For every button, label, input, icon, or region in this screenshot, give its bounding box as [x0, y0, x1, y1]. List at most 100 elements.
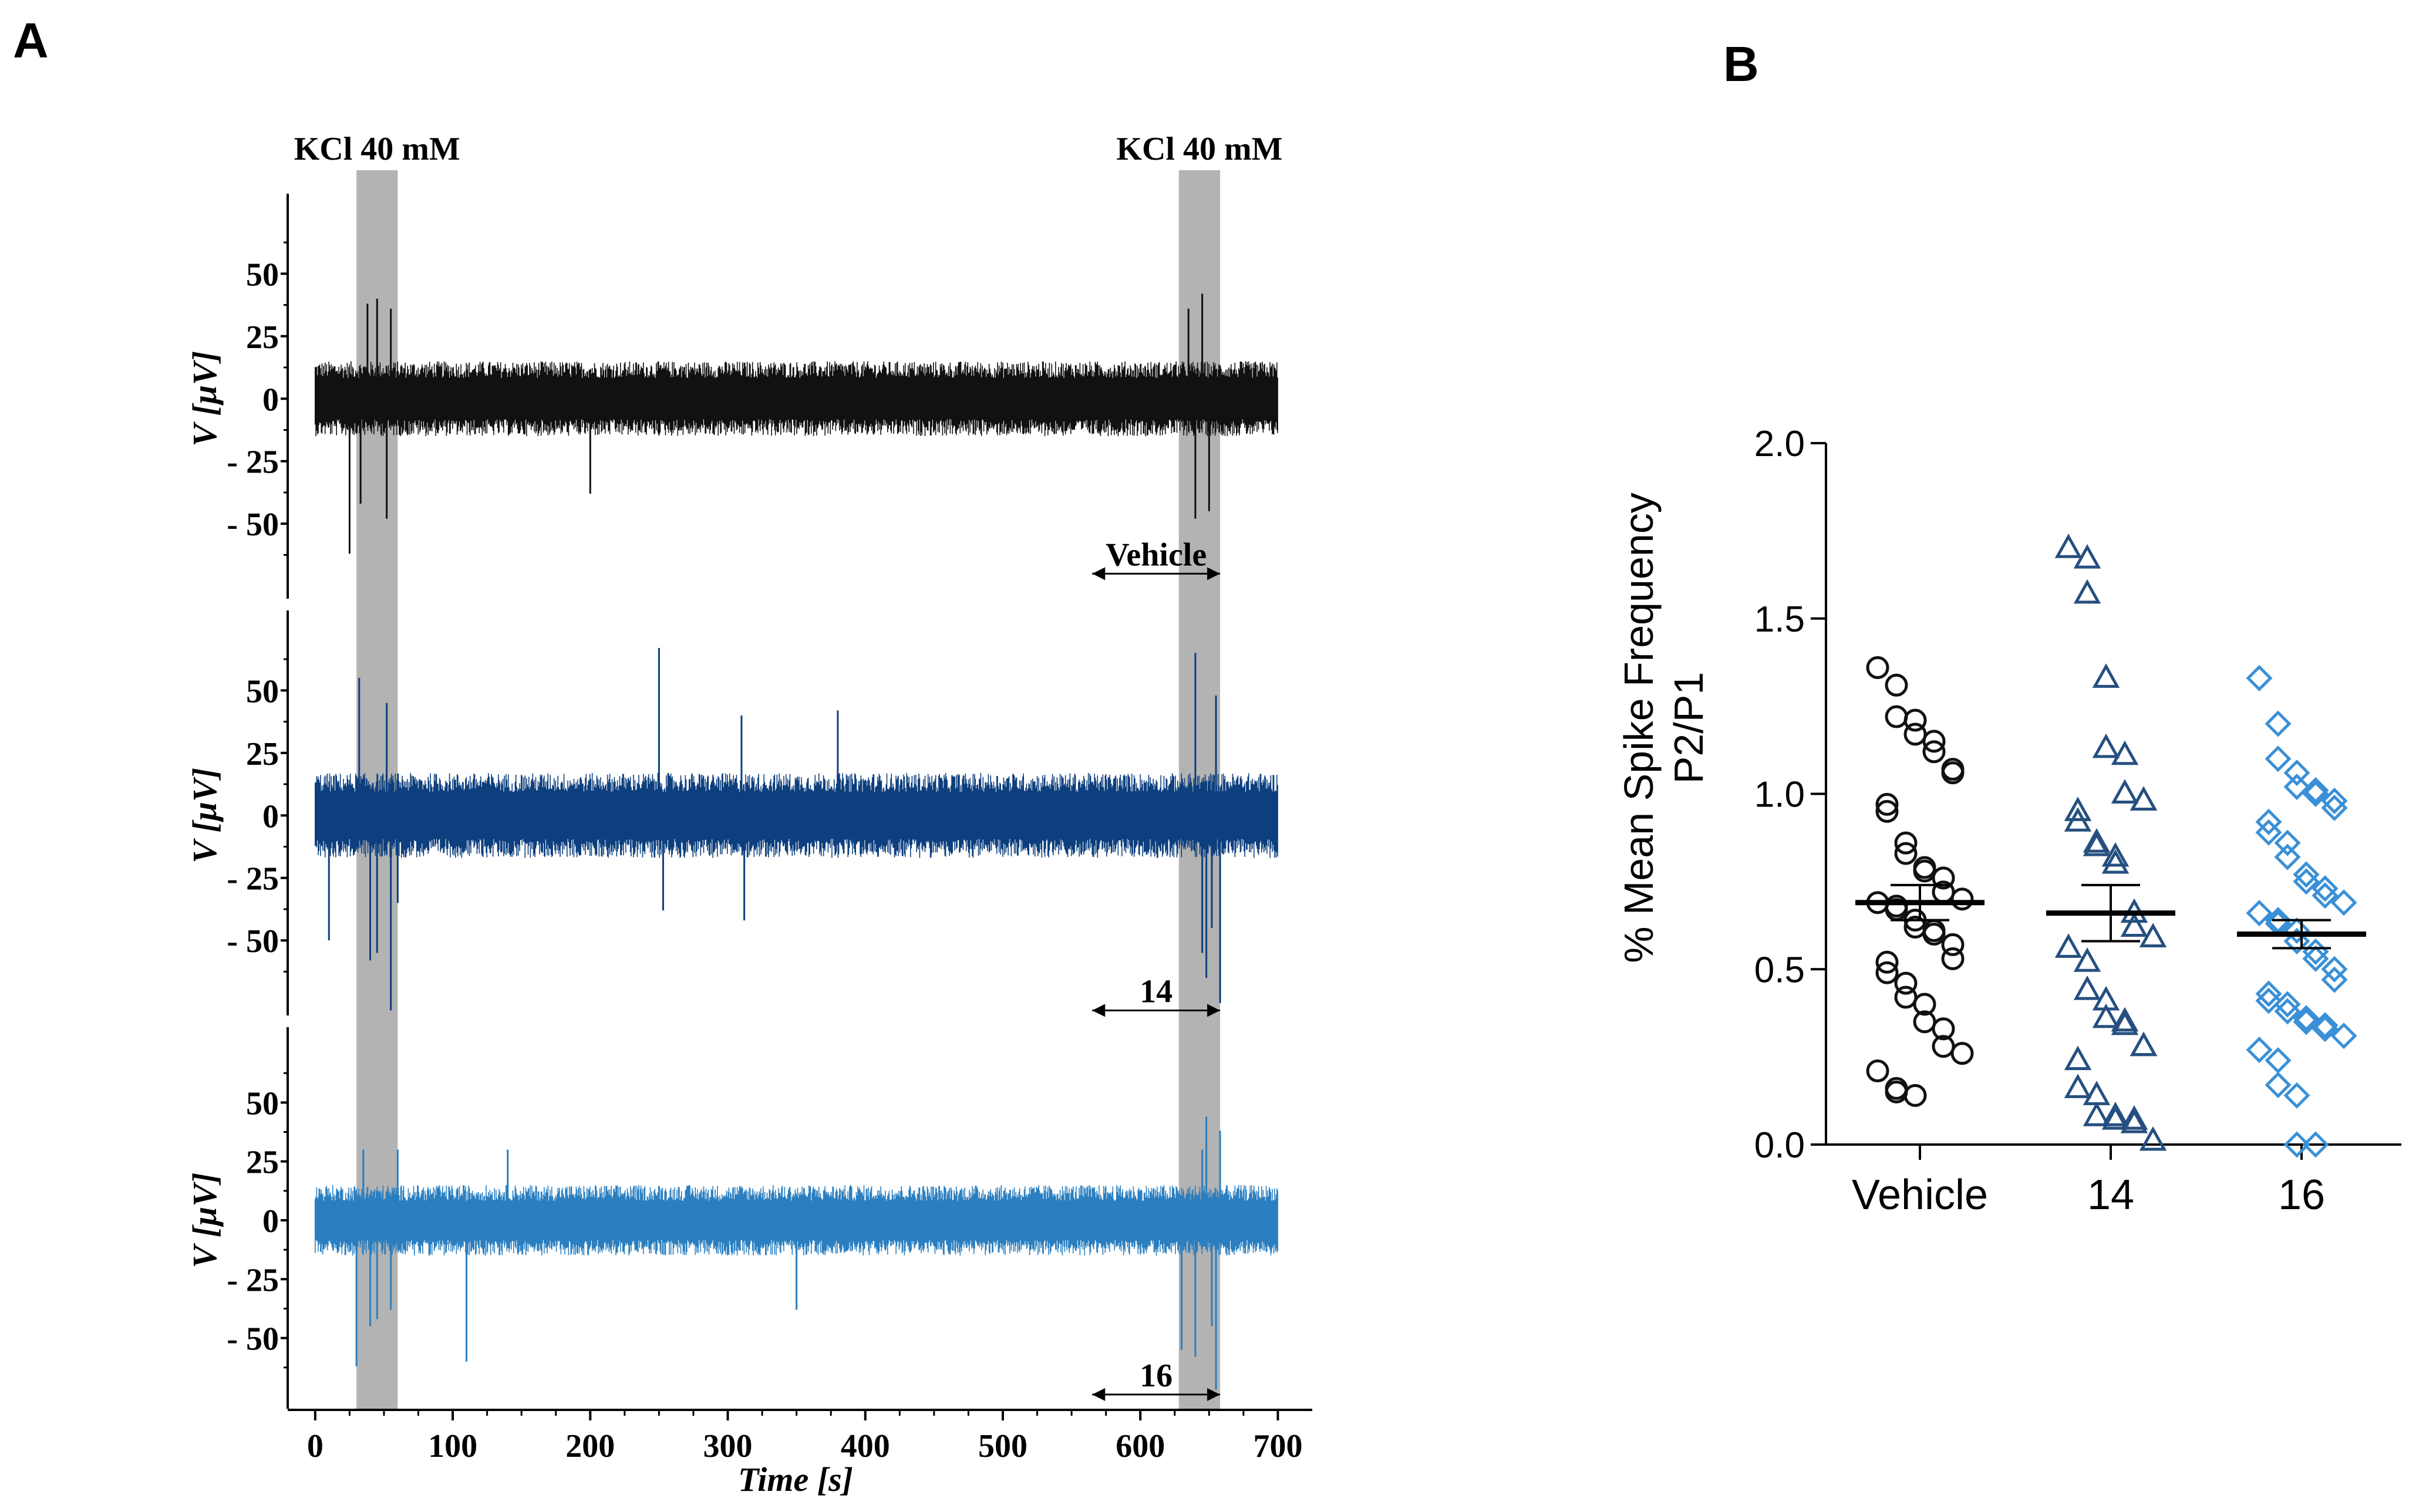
panel-b-y-tick-label: 2.0 [1754, 424, 1805, 464]
data-point-circle [1922, 730, 1946, 753]
kcl-label-second: KCl 40 mM [1116, 131, 1282, 167]
data-point-circle [1941, 761, 1965, 785]
data-point-triangle [2101, 1102, 2130, 1126]
data-point-circle [1941, 947, 1965, 970]
y-axis-label-compound-14: V [µV] [186, 768, 224, 863]
panel-b-y-tick-label: 0.5 [1754, 950, 1805, 990]
data-point-circle [1932, 866, 1955, 890]
data-point-diamond [2302, 1131, 2329, 1158]
data-point-circle [1903, 1084, 1927, 1107]
panel-a-recordings: KCl 40 mM KCl 40 mM 50 25 0 - 25 - 50 V [µV] V… [186, 131, 1312, 1499]
data-point-circle [1885, 705, 1908, 728]
y-tick-label: - 50 [227, 923, 279, 960]
group-14 [2046, 534, 2175, 1151]
time-tick-label-400: 400 [841, 1428, 890, 1464]
arrowhead-left [1092, 567, 1106, 580]
data-point-triangle [2083, 828, 2111, 853]
panel-a-label: A [13, 13, 49, 68]
data-point-diamond [2265, 710, 2292, 737]
data-point-diamond [2265, 1071, 2292, 1098]
panel-b-label: B [1723, 36, 1759, 92]
panel-b-y-tick-label: 1.5 [1754, 599, 1805, 640]
data-point-diamond [2330, 1022, 2357, 1049]
data-point-diamond [2302, 938, 2329, 965]
data-point-diamond [2302, 777, 2329, 804]
data-point-circle [1950, 887, 1974, 911]
data-point-diamond [2283, 774, 2310, 801]
data-point-circle [1932, 1017, 1955, 1041]
y-tick-label: 50 [246, 673, 279, 710]
data-point-triangle [2111, 1007, 2139, 1032]
arrowhead-left [1092, 1388, 1106, 1401]
data-point-diamond [2321, 966, 2348, 993]
y-tick-label: - 50 [227, 1321, 279, 1358]
y-tick-label: 0 [262, 1203, 279, 1240]
data-point-diamond [2321, 787, 2348, 814]
treatment-label-vehicle: Vehicle [1106, 536, 1207, 573]
data-point-circle [1866, 656, 1889, 679]
data-point-diamond [2302, 945, 2329, 972]
data-point-triangle [2139, 1126, 2167, 1151]
data-point-circle [1875, 961, 1899, 984]
data-point-circle [1894, 971, 1918, 995]
y-axis-label-compound-16: V [µV] [186, 1173, 224, 1268]
data-point-triangle [2130, 786, 2158, 811]
data-point-circle [1903, 723, 1927, 746]
y-tick-label: 50 [246, 256, 279, 293]
data-point-triangle [2092, 663, 2120, 688]
data-point-triangle [2073, 947, 2101, 972]
data-point-triangle [2120, 1105, 2148, 1130]
data-point-triangle [2111, 1010, 2139, 1035]
data-point-diamond [2312, 875, 2339, 902]
data-point-triangle [2111, 740, 2139, 765]
panel-b-y-tick-label: 0.0 [1754, 1125, 1805, 1166]
data-point-circle [1875, 792, 1899, 816]
time-tick-label-0: 0 [307, 1428, 324, 1464]
time-tick-label-700: 700 [1253, 1428, 1302, 1464]
trace-core-compound-14 [315, 792, 1278, 839]
data-point-triangle [2111, 779, 2139, 804]
data-point-diamond [2274, 991, 2301, 1018]
trace-panel-compound-16: 50 25 0 - 25 - 50 V [µV] 16 [186, 1027, 1278, 1409]
data-point-triangle [2101, 849, 2130, 874]
panel-b-axes: 0.0 0.5 1.0 1.5 2.0 Vehicle 14 16 [1754, 424, 2401, 1219]
data-point-diamond [2283, 760, 2310, 787]
y-tick-label: - 25 [227, 444, 279, 481]
data-point-diamond [2265, 907, 2292, 934]
data-point-diamond [2255, 987, 2282, 1014]
data-point-triangle [2064, 1074, 2092, 1098]
time-tick-label-600: 600 [1116, 1428, 1165, 1464]
data-point-diamond [2246, 664, 2273, 691]
time-tick-label-500: 500 [978, 1428, 1027, 1464]
data-point-triangle [2073, 579, 2101, 604]
data-point-diamond [2312, 1015, 2339, 1042]
data-point-circle [1885, 673, 1908, 697]
data-point-circle [1894, 842, 1918, 865]
data-point-diamond [2255, 808, 2282, 835]
data-point-diamond [2255, 819, 2282, 846]
y-tick-label: 50 [246, 1085, 279, 1122]
data-point-triangle [2073, 975, 2101, 1000]
data-point-triangle [2073, 544, 2101, 569]
data-point-diamond [2302, 780, 2329, 808]
panel-b-points [1855, 534, 2366, 1158]
data-point-diamond [2283, 917, 2310, 944]
time-tick-label-300: 300 [703, 1428, 753, 1464]
panel-b-group-label: Vehicle [1852, 1172, 1988, 1219]
y-tick-label: 25 [246, 1145, 279, 1181]
data-point-triangle [2064, 1045, 2092, 1071]
data-point-circle [1941, 933, 1965, 956]
y-tick-label: 25 [246, 736, 279, 772]
data-point-triangle [2083, 832, 2111, 856]
data-point-triangle [2139, 923, 2167, 947]
time-tick-label-100: 100 [428, 1428, 477, 1464]
y-tick-label: 0 [262, 382, 279, 418]
data-point-triangle [2064, 807, 2092, 832]
data-point-diamond [2321, 956, 2348, 983]
data-point-circle [1913, 993, 1936, 1016]
trace-core-vehicle [315, 378, 1278, 420]
data-point-diamond [2283, 1131, 2310, 1158]
data-point-diamond [2265, 1047, 2292, 1074]
data-point-diamond [2283, 1082, 2310, 1109]
